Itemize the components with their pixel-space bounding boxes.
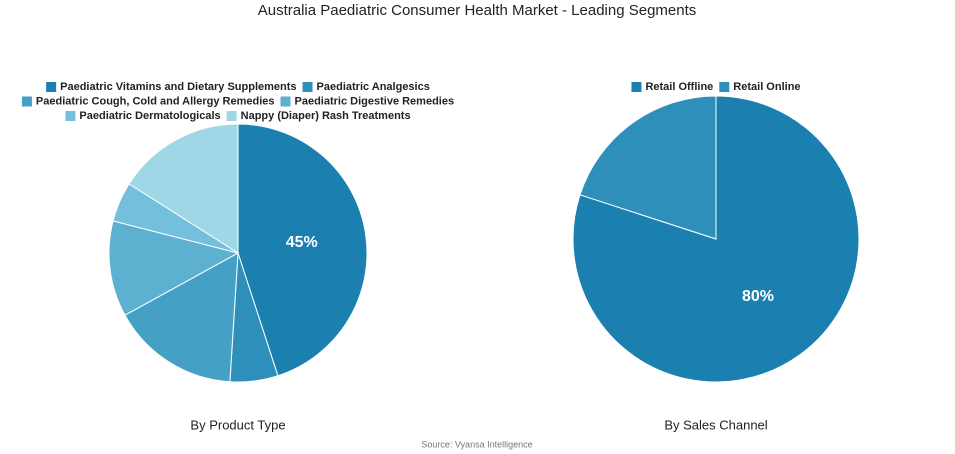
legend-label: Retail Offline bbox=[645, 81, 713, 93]
value-label: 80% bbox=[742, 288, 774, 305]
legend-swatch bbox=[302, 82, 313, 92]
pie-subtitle: By Sales Channel bbox=[664, 417, 767, 432]
legend-row: Paediatric Dermatologicals Nappy (Diaper)… bbox=[65, 110, 411, 122]
legend-row: Paediatric Vitamins and Dietary Suppleme… bbox=[46, 81, 430, 93]
pie-slice bbox=[128, 123, 239, 254]
legend-swatch bbox=[719, 82, 730, 92]
legend-label: Nappy (Diaper) Rash Treatments bbox=[241, 110, 411, 122]
legend-label: Paediatric Analgesics bbox=[317, 81, 430, 93]
pie-subtitle: By Product Type bbox=[190, 417, 285, 432]
pie-slice bbox=[579, 95, 717, 240]
pie-slice bbox=[108, 220, 240, 316]
legend-swatch bbox=[21, 96, 32, 107]
legend-swatch bbox=[226, 111, 237, 121]
legend-row: Paediatric Cough, Cold and Allergy Remed… bbox=[21, 95, 455, 107]
pie-slice bbox=[124, 252, 239, 383]
legend-label: Paediatric Digestive Remedies bbox=[295, 95, 455, 107]
pie-slice bbox=[237, 123, 368, 377]
legend-label: Paediatric Cough, Cold and Allergy Remed… bbox=[36, 95, 275, 107]
chart-title: Australia Paediatric Consumer Health Mar… bbox=[258, 2, 697, 19]
legend-swatch bbox=[46, 82, 57, 92]
legend-label: Paediatric Vitamins and Dietary Suppleme… bbox=[60, 81, 296, 93]
value-label: 45% bbox=[286, 234, 318, 251]
legend-swatch bbox=[631, 82, 642, 92]
source: Source: Vyansa Intelligence bbox=[421, 439, 532, 449]
legend-row: Retail Offline Retail Online bbox=[631, 81, 801, 93]
legend-label: Retail Online bbox=[733, 81, 800, 93]
legend-swatch bbox=[280, 96, 291, 107]
legend-label: Paediatric Dermatologicals bbox=[79, 110, 220, 122]
legend-swatch bbox=[65, 111, 76, 121]
